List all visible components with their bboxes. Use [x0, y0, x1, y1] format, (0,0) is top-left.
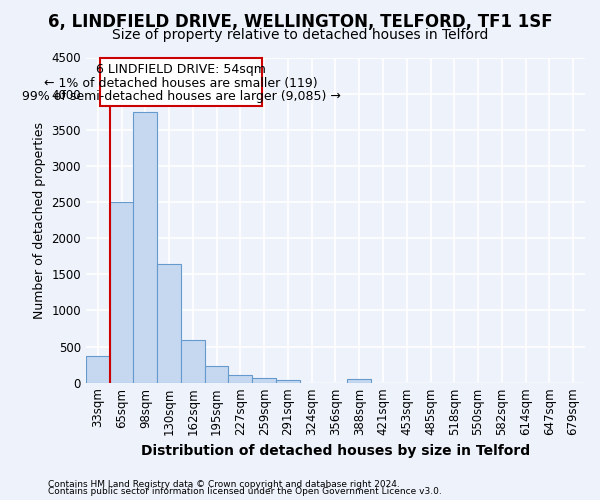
Text: 6 LINDFIELD DRIVE: 54sqm: 6 LINDFIELD DRIVE: 54sqm — [96, 63, 266, 76]
Text: Size of property relative to detached houses in Telford: Size of property relative to detached ho… — [112, 28, 488, 42]
Bar — [252, 378, 276, 382]
Text: 99% of semi-detached houses are larger (9,085) →: 99% of semi-detached houses are larger (… — [22, 90, 340, 103]
X-axis label: Distribution of detached houses by size in Telford: Distribution of detached houses by size … — [141, 444, 530, 458]
Bar — [133, 112, 157, 382]
Text: 6, LINDFIELD DRIVE, WELLINGTON, TELFORD, TF1 1SF: 6, LINDFIELD DRIVE, WELLINGTON, TELFORD,… — [47, 12, 553, 30]
Bar — [86, 356, 110, 382]
Bar — [229, 375, 252, 382]
Bar — [347, 378, 371, 382]
Text: Contains public sector information licensed under the Open Government Licence v3: Contains public sector information licen… — [48, 487, 442, 496]
Bar — [205, 366, 229, 382]
Bar — [110, 202, 133, 382]
Bar — [157, 264, 181, 382]
Text: ← 1% of detached houses are smaller (119): ← 1% of detached houses are smaller (119… — [44, 76, 318, 90]
FancyBboxPatch shape — [100, 58, 262, 106]
Y-axis label: Number of detached properties: Number of detached properties — [33, 122, 46, 318]
Text: Contains HM Land Registry data © Crown copyright and database right 2024.: Contains HM Land Registry data © Crown c… — [48, 480, 400, 489]
Bar — [276, 380, 300, 382]
Bar — [181, 340, 205, 382]
